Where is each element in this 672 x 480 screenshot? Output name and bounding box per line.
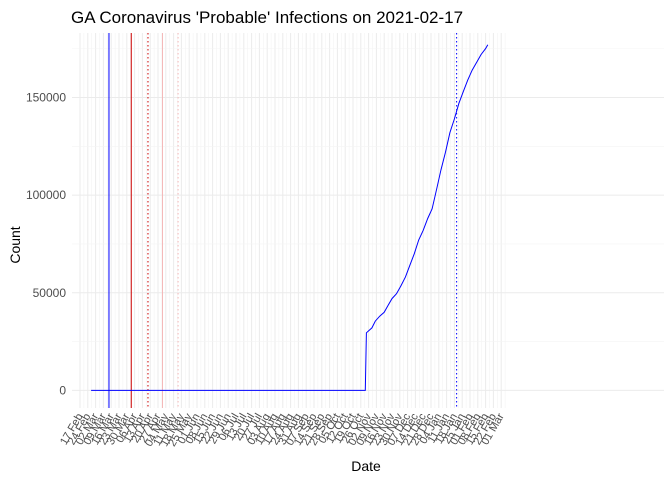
y-axis-ticks: 0 50000 100000 150000 xyxy=(26,90,66,397)
series-layer xyxy=(91,44,489,391)
series-line xyxy=(91,44,489,391)
grid xyxy=(72,33,664,408)
y-tick-label: 150000 xyxy=(26,90,66,104)
y-axis-label: Count xyxy=(7,226,23,263)
y-tick-label: 50000 xyxy=(33,286,67,300)
y-tick-label: 100000 xyxy=(26,188,66,202)
y-tick-label: 0 xyxy=(59,383,66,397)
x-axis-label: Date xyxy=(351,458,381,474)
chart-title: GA Coronavirus 'Probable' Infections on … xyxy=(71,8,463,27)
reference-lines xyxy=(108,33,458,408)
